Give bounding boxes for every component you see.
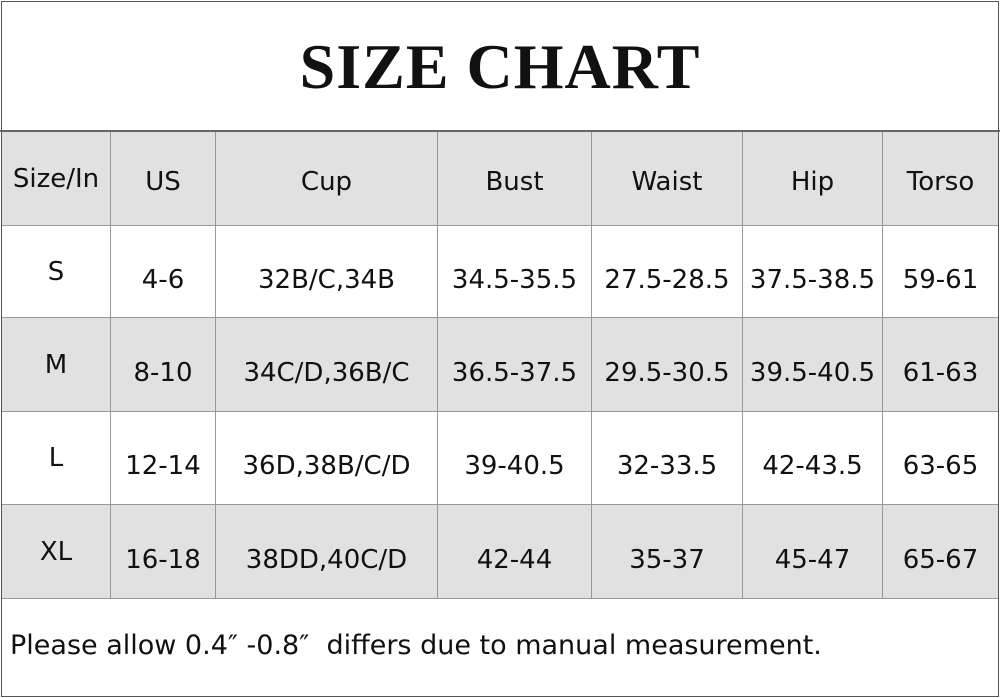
table-cell: 42-44: [438, 505, 592, 599]
footer-note: Please allow 0.4″ -0.8″ differs due to m…: [10, 630, 822, 661]
column-header: Size/In: [2, 132, 111, 226]
table-cell: 39.5-40.5: [743, 318, 883, 412]
column-header: Bust: [438, 132, 592, 226]
title: SIZE CHART: [299, 31, 701, 102]
table-cell: 65-67: [883, 505, 998, 599]
row-label: XL: [2, 505, 111, 599]
table-cell: 42-43.5: [743, 412, 883, 505]
table-cell: 39-40.5: [438, 412, 592, 505]
table-cell: 61-63: [883, 318, 998, 412]
column-header: Cup: [216, 132, 438, 226]
table-cell: 45-47: [743, 505, 883, 599]
column-header: US: [111, 132, 216, 226]
table-cell: 63-65: [883, 412, 998, 505]
row-label: L: [2, 412, 111, 505]
row-label: S: [2, 226, 111, 318]
table-cell: 36D,38B/C/D: [216, 412, 438, 505]
table-cell: 36.5-37.5: [438, 318, 592, 412]
column-header: Waist: [592, 132, 743, 226]
table-cell: 27.5-28.5: [592, 226, 743, 318]
divider: [0, 130, 1000, 132]
table-cell: 34C/D,36B/C: [216, 318, 438, 412]
table-cell: 59-61: [883, 226, 998, 318]
table-cell: 32-33.5: [592, 412, 743, 505]
table-cell: 4-6: [111, 226, 216, 318]
column-header: Hip: [743, 132, 883, 226]
table-cell: 16-18: [111, 505, 216, 599]
table-cell: 38DD,40C/D: [216, 505, 438, 599]
table-cell: 29.5-30.5: [592, 318, 743, 412]
row-label: M: [2, 318, 111, 412]
table-cell: 37.5-38.5: [743, 226, 883, 318]
table-cell: 12-14: [111, 412, 216, 505]
table-cell: 34.5-35.5: [438, 226, 592, 318]
table-cell: 32B/C,34B: [216, 226, 438, 318]
table-cell: 35-37: [592, 505, 743, 599]
table-cell: 8-10: [111, 318, 216, 412]
column-header: Torso: [883, 132, 998, 226]
